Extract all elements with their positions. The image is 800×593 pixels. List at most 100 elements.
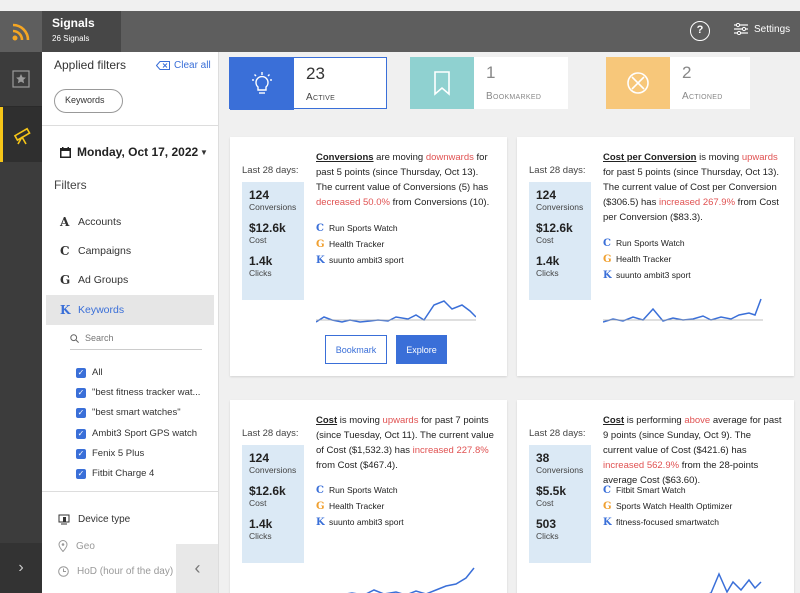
signal-card[interactable]: Last 28 days: 38 Conversions $5.5k Cost 50… [517, 400, 794, 593]
signal-card[interactable]: Last 28 days: 124 Conversions $12.6k Cost … [230, 137, 507, 376]
signal-description: Conversions are moving downwards for pas… [316, 152, 490, 208]
explore-button[interactable]: Explore [396, 335, 447, 364]
actioned-icon [606, 57, 670, 109]
filter-keywords-label: Keywords [78, 304, 125, 316]
bookmark-button[interactable]: Bookmark [325, 335, 387, 364]
device-icon [58, 514, 70, 525]
metrics-box: 38 Conversions $5.5k Cost 503 Clicks [529, 445, 591, 563]
entity-item[interactable]: C Fitbit Smart Watch [603, 484, 686, 496]
metric-value: 1.4k [536, 254, 560, 268]
rail-bookmarks[interactable] [0, 52, 42, 107]
last-28-days-label: Last 28 days: [242, 165, 299, 176]
last-28-days-label: Last 28 days: [529, 428, 586, 439]
date-picker[interactable]: Monday, Oct 17, 2022 [60, 145, 198, 159]
entity-item[interactable]: G Health Tracker [603, 253, 672, 265]
entity-item[interactable]: G Health Tracker [316, 238, 385, 250]
checkbox-item[interactable]: ✓ Ambit3 Sport GPS watch [76, 428, 197, 439]
clear-icon [156, 61, 170, 70]
keyword-icon: K [603, 269, 612, 281]
location-pin-icon [58, 540, 68, 552]
settings-button[interactable]: Settings [734, 23, 790, 35]
star-icon [12, 70, 30, 88]
keyword-search-input[interactable]: Search [70, 333, 202, 350]
entity-item[interactable]: C Run Sports Watch [603, 237, 685, 249]
clear-all-label: Clear all [174, 60, 211, 71]
collapse-panel-chevron-icon[interactable]: ‹ [176, 544, 218, 593]
expand-rail-chevron-icon[interactable]: › [0, 543, 42, 593]
rail-signals[interactable] [0, 107, 42, 162]
ad-groups-icon: G [60, 273, 71, 287]
clear-all-link[interactable]: Clear all [156, 60, 211, 71]
stat-actioned[interactable]: 2 Actioned [606, 57, 750, 109]
metric-value: $5.5k [536, 484, 567, 498]
signal-description: Cost is moving upwards for past 7 points… [316, 415, 494, 471]
device-type-label: Device type [78, 514, 131, 525]
metric-value: $12.6k [536, 221, 573, 235]
checkbox-item[interactable]: ✓ Fenix 5 Plus [76, 448, 144, 459]
metric-value: 38 [536, 451, 550, 465]
ad-group-icon: G [316, 238, 325, 250]
entity-item[interactable]: C Run Sports Watch [316, 484, 398, 496]
hod-label: HoD (hour of the day) [77, 566, 174, 577]
ad-group-icon: G [603, 500, 612, 512]
metric-name: Cost [249, 498, 267, 508]
caret-down-icon[interactable]: ▼ [200, 148, 208, 157]
keywords-filter-chip[interactable]: Keywords [54, 89, 123, 113]
checkbox-label: "best fitness tracker wat... [92, 387, 201, 398]
stat-actioned-label: Actioned [682, 91, 723, 102]
metric-name: Conversions [249, 465, 297, 475]
checkbox-checked-icon: ✓ [76, 468, 86, 479]
metric-value: 1.4k [249, 517, 273, 531]
rss-logo-icon [0, 11, 42, 52]
metric-link[interactable]: Conversions [316, 152, 374, 163]
filter-geo[interactable]: Geo [58, 540, 95, 552]
metrics-box: 124 Conversions $12.6k Cost 1.4k Clicks [529, 182, 591, 300]
entity-item[interactable]: G Sports Watch Health Optimizer [603, 500, 733, 512]
metric-link[interactable]: Cost [603, 415, 625, 426]
keyword-icon: K [316, 254, 325, 266]
checkbox-item[interactable]: ✓ "best smart watches" [76, 407, 181, 418]
filter-ad-groups[interactable]: G Ad Groups [46, 265, 214, 295]
stat-bookmarked[interactable]: 1 Bookmarked [410, 57, 568, 109]
checkbox-item[interactable]: ✓ Fitbit Charge 4 [76, 468, 154, 479]
last-28-days-label: Last 28 days: [242, 428, 299, 439]
entity-item[interactable]: G Health Tracker [316, 500, 385, 512]
signal-description: Cost per Conversion is moving upwards fo… [603, 152, 780, 223]
metrics-box: 124 Conversions $12.6k Cost 1.4k Clicks [242, 182, 304, 300]
metric-value: 503 [536, 517, 557, 531]
lightbulb-icon [230, 58, 294, 110]
checkbox-item[interactable]: ✓ All [76, 367, 103, 378]
metric-value: 124 [249, 451, 270, 465]
campaign-icon: C [603, 484, 611, 496]
top-bar: Signals 26 Signals ? Settings [0, 11, 800, 52]
metric-name: Clicks [536, 268, 559, 278]
accounts-icon: A [60, 215, 70, 229]
help-icon[interactable]: ? [690, 21, 710, 41]
entity-list: C Fitbit Smart Watch G Sports Watch Health… [603, 482, 732, 530]
checkbox-item[interactable]: ✓ "best fitness tracker wat... [76, 387, 200, 398]
filter-device-type[interactable]: Device type [58, 514, 130, 525]
sparkline [316, 300, 476, 323]
filter-campaigns[interactable]: C Campaigns [46, 236, 214, 266]
metric-link[interactable]: Cost per Conversion [603, 152, 697, 163]
signal-card[interactable]: Last 28 days: 124 Conversions $12.6k Cost … [230, 400, 507, 593]
filter-hod[interactable]: HoD (hour of the day) [58, 566, 173, 577]
checkbox-label: Fenix 5 Plus [92, 448, 145, 459]
stat-active-value: 23 [306, 64, 325, 83]
metrics-box: 124 Conversions $12.6k Cost 1.4k Clicks [242, 445, 304, 563]
campaign-icon: C [316, 484, 324, 496]
calendar-icon [60, 146, 71, 158]
entity-item[interactable]: C Run Sports Watch [316, 222, 398, 234]
metric-value: 124 [249, 188, 270, 202]
search-icon [70, 333, 79, 343]
stat-active[interactable]: 23 Active [229, 57, 387, 110]
filter-keywords[interactable]: K Keywords [46, 295, 214, 325]
signal-card[interactable]: Last 28 days: 124 Conversions $12.6k Cost … [517, 137, 794, 376]
filter-accounts[interactable]: A Accounts [46, 207, 214, 237]
metric-link[interactable]: Cost [316, 415, 338, 426]
